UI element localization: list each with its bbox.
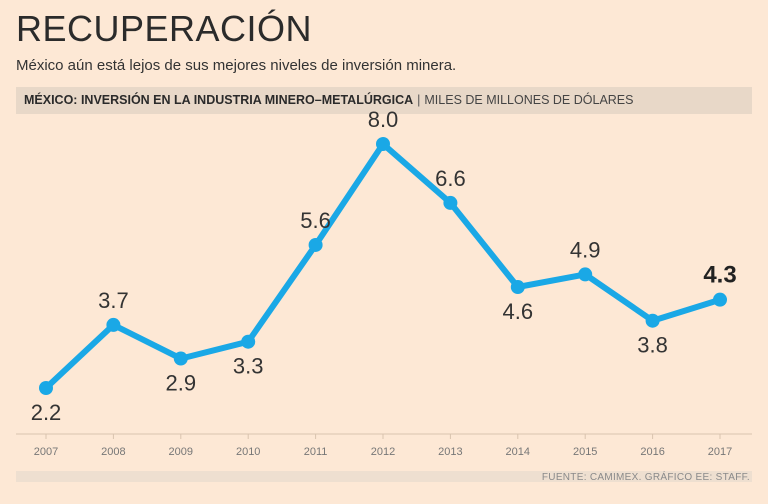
data-point [578,267,593,282]
x-tick-label: 2010 [236,446,260,458]
series-line [43,141,723,391]
data-label: 4.6 [503,299,534,324]
data-label: 3.3 [233,354,264,379]
x-tick-label: 2011 [304,446,328,458]
data-label: 5.6 [300,208,331,233]
x-tick-label: 2012 [371,446,395,458]
data-point [106,317,121,332]
data-point [241,334,256,349]
data-label: 2.2 [31,400,62,425]
band-separator: | [417,93,421,107]
data-label: 6.6 [435,166,466,191]
band-title: MÉXICO: INVERSIÓN EN LA INDUSTRIA MINERO… [24,93,414,107]
data-point [376,137,390,151]
data-label: 4.9 [570,237,601,262]
chart-header-band: MÉXICO: INVERSIÓN EN LA INDUSTRIA MINERO… [16,87,752,114]
data-label: 2.9 [166,371,197,396]
band-unit: MILES DE MILLONES DE DÓLARES [424,93,634,107]
x-tick-label: 2015 [573,446,597,458]
chart-title: RECUPERACIÓN [16,8,313,49]
x-tick-label: 2017 [708,446,732,458]
source-note: FUENTE: CAMIMEX. GRÁFICO EE: STAFF. [541,472,750,483]
footer-band [16,471,752,482]
data-point [39,381,53,395]
data-label: 3.8 [637,333,668,358]
x-tick-label: 2016 [640,446,664,458]
x-tick-label: 2007 [34,446,58,458]
x-tick-label: 2013 [438,446,462,458]
data-label: 4.3 [703,262,736,289]
data-point [713,292,727,307]
x-tick-label: 2008 [101,446,125,458]
chart-subtitle: México aún está lejos de sus mejores niv… [16,57,457,74]
x-tick-label: 2014 [506,446,530,458]
data-label: 3.7 [98,288,129,313]
data-point [173,351,188,366]
data-point [308,237,323,252]
data-label: 8.0 [368,107,399,132]
data-point [510,280,525,295]
x-tick-label: 2009 [169,446,193,458]
data-point [443,195,458,210]
band-text: MÉXICO: INVERSIÓN EN LA INDUSTRIA MINERO… [24,93,633,107]
data-point [645,313,660,328]
